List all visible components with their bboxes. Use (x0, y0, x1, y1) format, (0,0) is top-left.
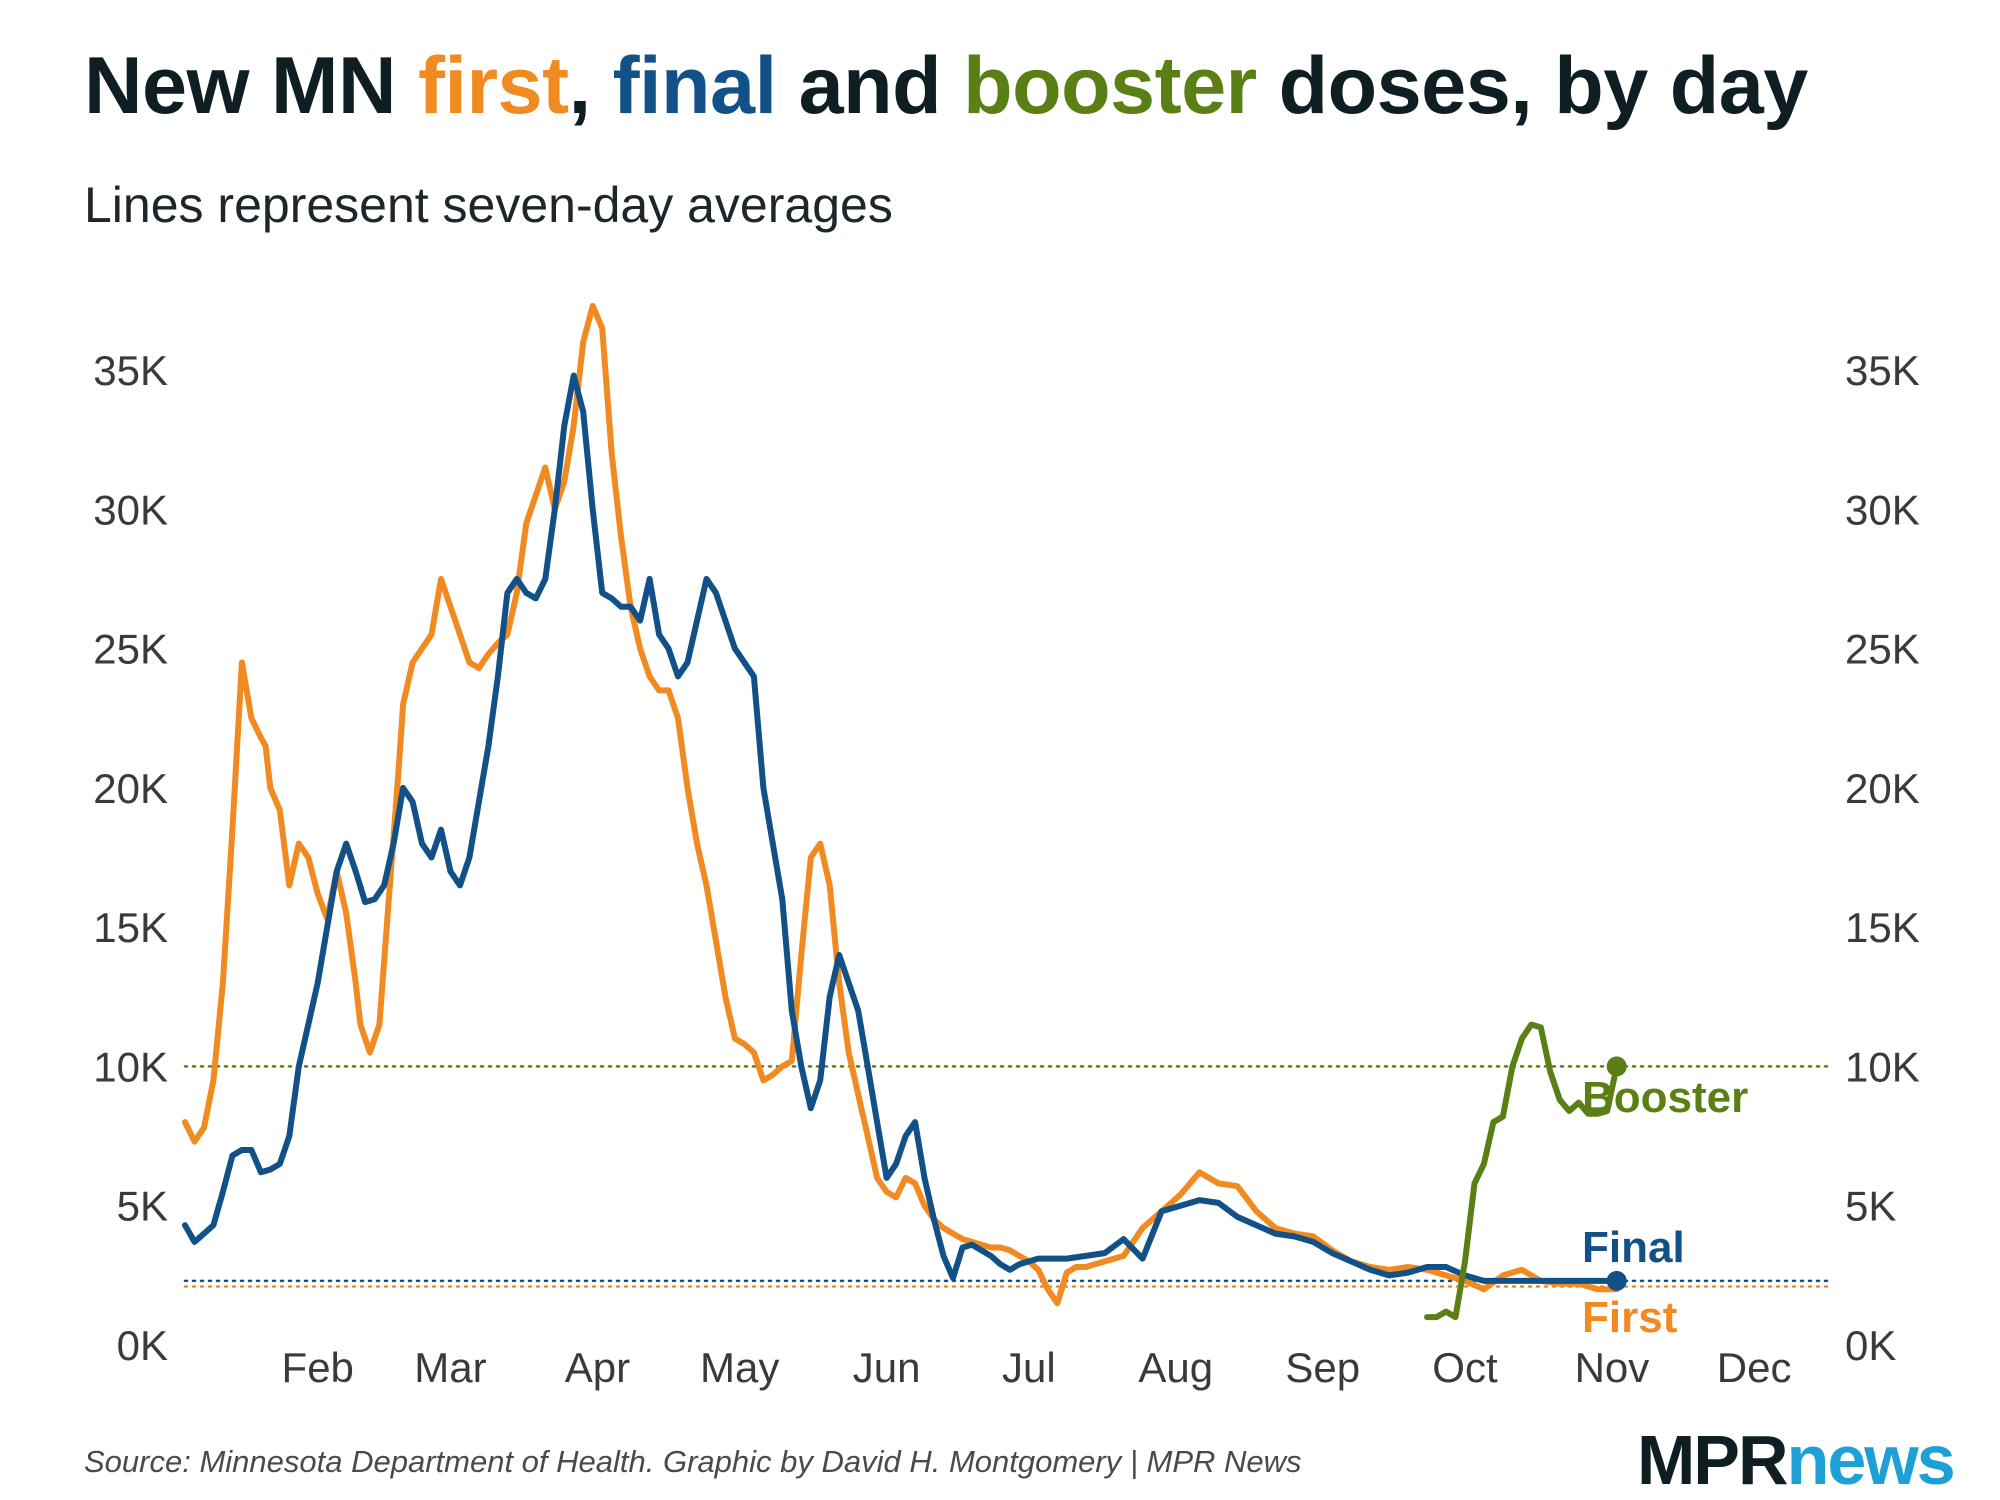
y-tick-right-5: 25K (1845, 626, 1920, 673)
title-part-1: New MN (84, 41, 419, 131)
x-tick-jun: Jun (853, 1344, 921, 1391)
y-tick-left-3: 15K (93, 904, 168, 951)
chart-title: New MN first, final and booster doses, b… (84, 40, 1808, 133)
y-tick-left-6: 30K (93, 486, 168, 533)
y-tick-right-2: 10K (1845, 1043, 1920, 1090)
y-tick-right-7: 35K (1845, 347, 1920, 394)
end-point-final (1606, 1270, 1627, 1291)
logo-mpr: MPR (1637, 1421, 1789, 1499)
end-label-booster: Booster (1582, 1073, 1748, 1122)
mpr-news-logo: MPRnews (1637, 1420, 1956, 1500)
x-tick-nov: Nov (1575, 1344, 1650, 1391)
x-tick-mar: Mar (414, 1344, 486, 1391)
title-part-4: doses, by day (1256, 41, 1809, 131)
line-chart: 0K 0K 5K 5K 10K 10K 15K 15K 20K 20K 25K 25K 30K 30K 35… (93, 302, 1920, 1391)
series-line-final (182, 372, 1620, 1284)
y-tick-left-0: 0K (117, 1322, 168, 1369)
end-point-booster (1606, 1056, 1627, 1077)
x-tick-aug: Aug (1138, 1344, 1213, 1391)
y-tick-left-2: 10K (93, 1043, 168, 1090)
y-tick-left-1: 5K (117, 1183, 168, 1230)
title-first-word: first (418, 41, 569, 131)
axis-ticks: 0K 0K 5K 5K 10K 10K 15K 15K 20K 20K 25K 25K 30K 30K 35… (93, 347, 1919, 1391)
y-tick-right-3: 15K (1845, 904, 1920, 951)
y-tick-left-4: 20K (93, 765, 168, 812)
title-final-word: final (612, 41, 778, 131)
y-tick-left-7: 35K (93, 347, 168, 394)
y-tick-left-5: 25K (93, 626, 168, 673)
series-line-first (182, 302, 1620, 1307)
x-tick-dec: Dec (1717, 1344, 1792, 1391)
chart-subtitle: Lines represent seven-day averages (84, 177, 893, 233)
end-label-first: First (1582, 1293, 1678, 1342)
x-tick-feb: Feb (282, 1344, 354, 1391)
logo-news: news (1786, 1421, 1956, 1499)
end-label-final: Final (1582, 1223, 1685, 1272)
title-booster-word: booster (963, 41, 1257, 131)
series-line-booster (1424, 1021, 1620, 1321)
title-part-3: and (776, 41, 964, 131)
source-credit: Source: Minnesota Department of Health. … (84, 1444, 1302, 1479)
series-lines (182, 302, 1627, 1321)
x-tick-oct: Oct (1432, 1344, 1498, 1391)
y-tick-right-6: 30K (1845, 486, 1920, 533)
x-tick-apr: Apr (565, 1344, 630, 1391)
y-tick-right-1: 5K (1845, 1183, 1896, 1230)
title-part-2: , (568, 41, 613, 131)
x-tick-may: May (700, 1344, 779, 1391)
y-tick-right-0: 0K (1845, 1322, 1896, 1369)
end-labels: First Final Booster (1582, 1073, 1748, 1342)
x-tick-jul: Jul (1002, 1344, 1056, 1391)
y-tick-right-4: 20K (1845, 765, 1920, 812)
x-tick-sep: Sep (1285, 1344, 1360, 1391)
